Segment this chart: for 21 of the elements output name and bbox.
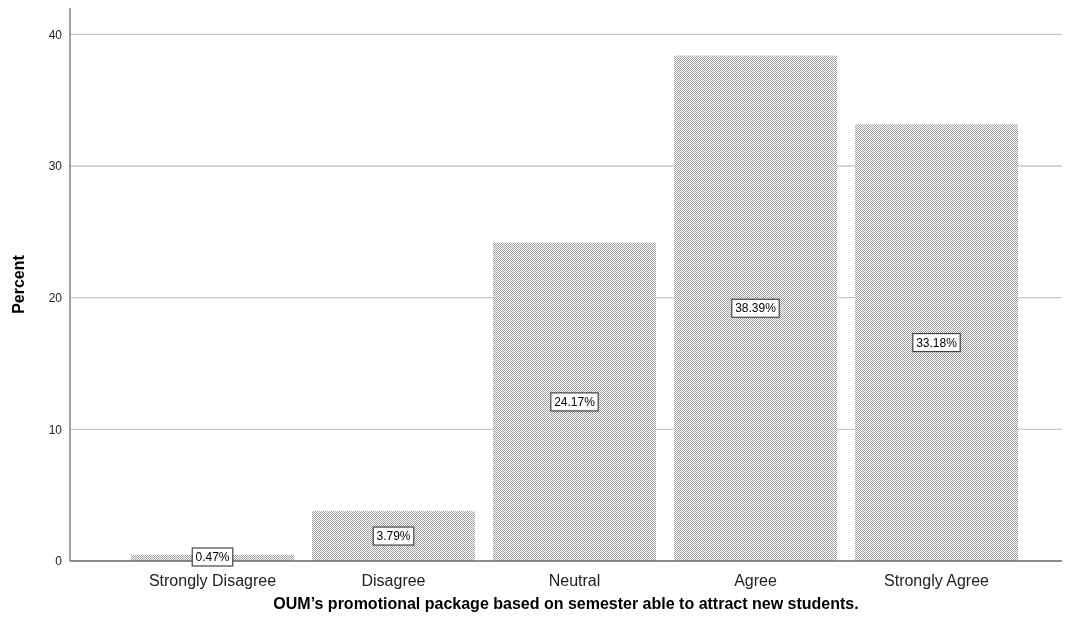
data-label: 24.17% bbox=[554, 395, 596, 410]
x-tick-label: Disagree bbox=[361, 572, 426, 589]
bar bbox=[674, 55, 837, 561]
y-tick-label: 30 bbox=[48, 159, 63, 174]
bar bbox=[493, 242, 656, 561]
x-tick-label: Strongly Agree bbox=[884, 572, 990, 589]
y-tick-label: 0 bbox=[55, 554, 63, 569]
y-tick-label: 20 bbox=[48, 290, 63, 305]
data-label: 0.47% bbox=[195, 550, 230, 565]
y-tick-label: 10 bbox=[48, 422, 63, 437]
bar bbox=[855, 124, 1018, 561]
bar bbox=[312, 511, 475, 561]
data-label: 38.39% bbox=[735, 301, 777, 316]
x-axis-title: OUM’s promotional package based on semester able to attract new students. bbox=[273, 595, 859, 612]
y-axis-title: Percent bbox=[10, 254, 27, 314]
data-label: 33.18% bbox=[916, 335, 958, 350]
data-label: 3.79% bbox=[376, 529, 411, 544]
x-tick-label: Agree bbox=[734, 572, 777, 589]
y-tick-label: 40 bbox=[48, 27, 63, 42]
x-tick-label: Neutral bbox=[548, 572, 601, 589]
x-tick-label: Strongly Disagree bbox=[148, 572, 277, 589]
